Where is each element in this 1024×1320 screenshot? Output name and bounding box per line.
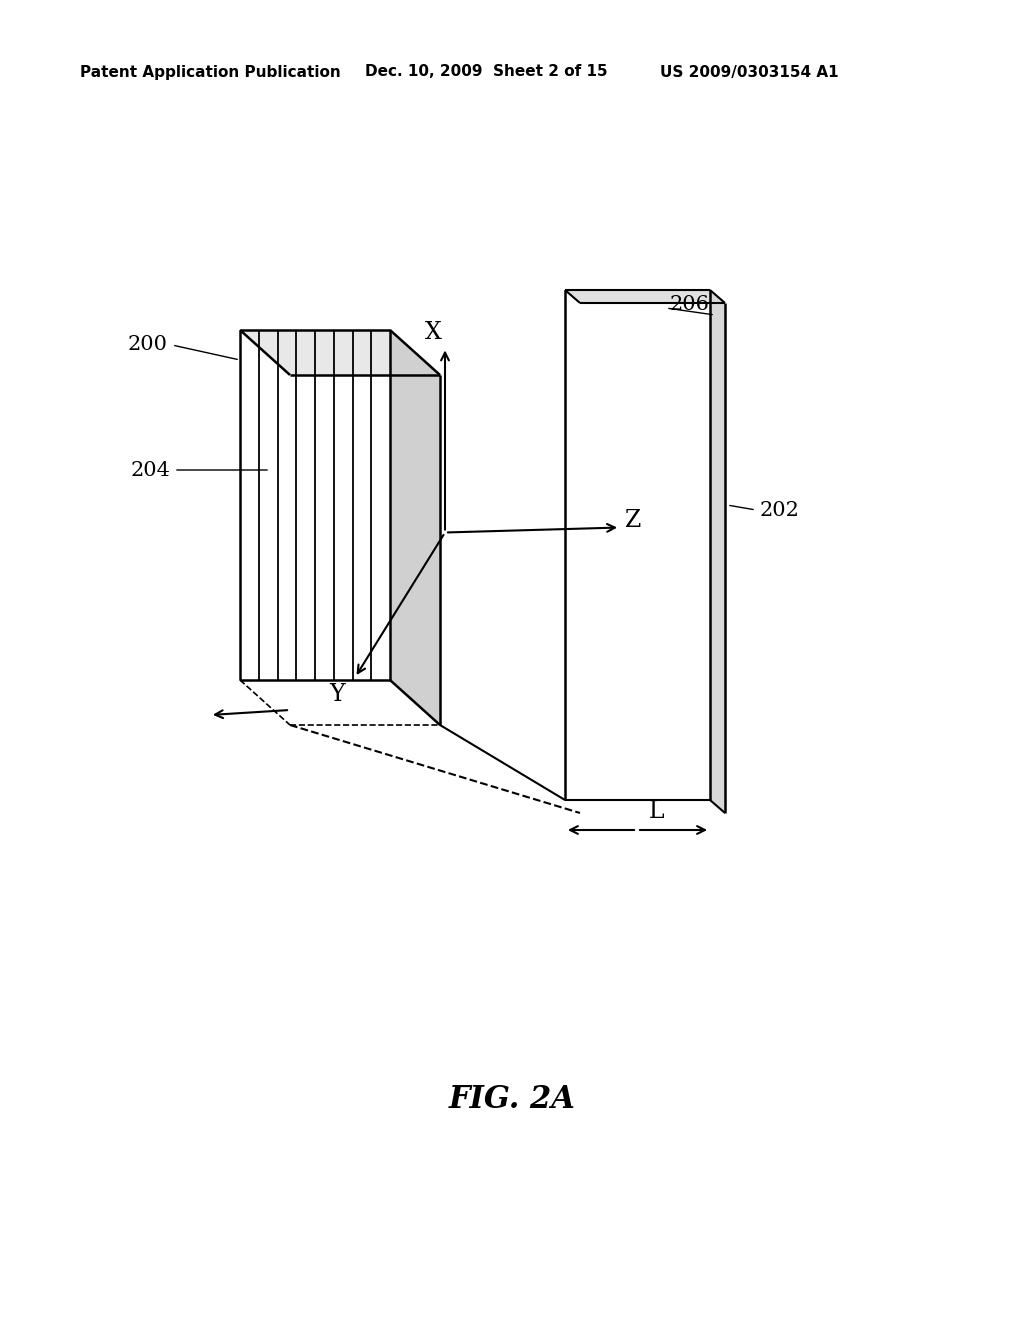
Text: X: X [425, 321, 441, 345]
Polygon shape [240, 330, 440, 375]
Text: Patent Application Publication: Patent Application Publication [80, 65, 341, 79]
Polygon shape [390, 330, 440, 725]
Text: Z: Z [625, 510, 641, 532]
Polygon shape [240, 330, 390, 680]
Text: 206: 206 [670, 296, 710, 314]
Polygon shape [565, 290, 725, 304]
Polygon shape [710, 290, 725, 813]
Polygon shape [565, 290, 710, 800]
Text: 202: 202 [760, 500, 800, 520]
Text: 200: 200 [128, 335, 168, 355]
Text: Dec. 10, 2009  Sheet 2 of 15: Dec. 10, 2009 Sheet 2 of 15 [365, 65, 607, 79]
Text: FIG. 2A: FIG. 2A [449, 1085, 575, 1115]
Text: L: L [649, 800, 665, 824]
Text: US 2009/0303154 A1: US 2009/0303154 A1 [660, 65, 839, 79]
Polygon shape [290, 725, 580, 813]
Text: 204: 204 [130, 461, 170, 479]
Text: Y: Y [329, 682, 345, 706]
